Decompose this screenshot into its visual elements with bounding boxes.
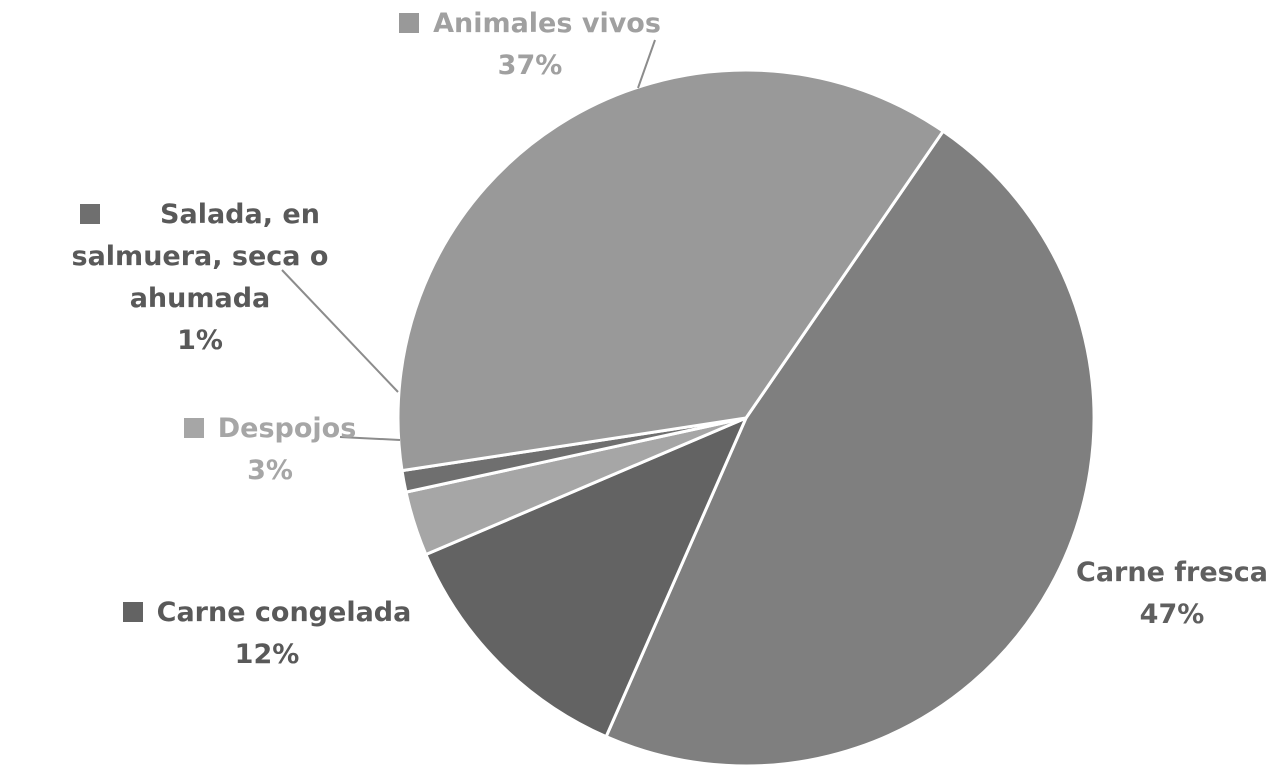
slice-label-text: Salada, en — [160, 199, 320, 230]
leader-line-animales-vivos — [637, 39, 656, 89]
legend-swatch — [183, 418, 204, 438]
leader-line-salada — [281, 269, 399, 393]
slice-label-despojos: Despojos 3% — [145, 408, 395, 492]
slice-label-animales-vivos: Animales vivos 37% — [360, 3, 700, 87]
slice-label-text: Despojos — [217, 413, 357, 444]
leader-line-despojos — [339, 436, 401, 441]
pie-slice-carne-fresca — [604, 129, 1096, 765]
slice-percent: 37% — [497, 50, 563, 81]
slice-label-text: Carne congelada — [156, 597, 412, 628]
slice-label-salada: Salada, en salmuera, seca o ahumada 1% — [10, 194, 390, 362]
legend-swatch — [122, 602, 143, 622]
pie-slice-carne-congelada — [424, 416, 748, 739]
slice-percent: 47% — [1139, 599, 1205, 630]
slice-percent: 1% — [177, 325, 223, 356]
legend-swatch — [80, 204, 101, 224]
slice-label-text: ahumada — [129, 283, 271, 314]
legend-swatch — [399, 13, 420, 33]
slice-label-text: Carne fresca — [1076, 557, 1268, 588]
slice-label-carne-fresca: Carne fresca 47% — [1062, 552, 1274, 636]
pie-slice-animales-vivos — [396, 68, 945, 473]
slice-label-text: salmuera, seca o — [71, 241, 329, 272]
slice-percent: 3% — [247, 455, 293, 486]
slice-label-carne-congelada: Carne congelada 12% — [102, 592, 432, 676]
slice-label-text: Animales vivos — [433, 8, 661, 39]
slice-percent: 12% — [234, 639, 300, 670]
